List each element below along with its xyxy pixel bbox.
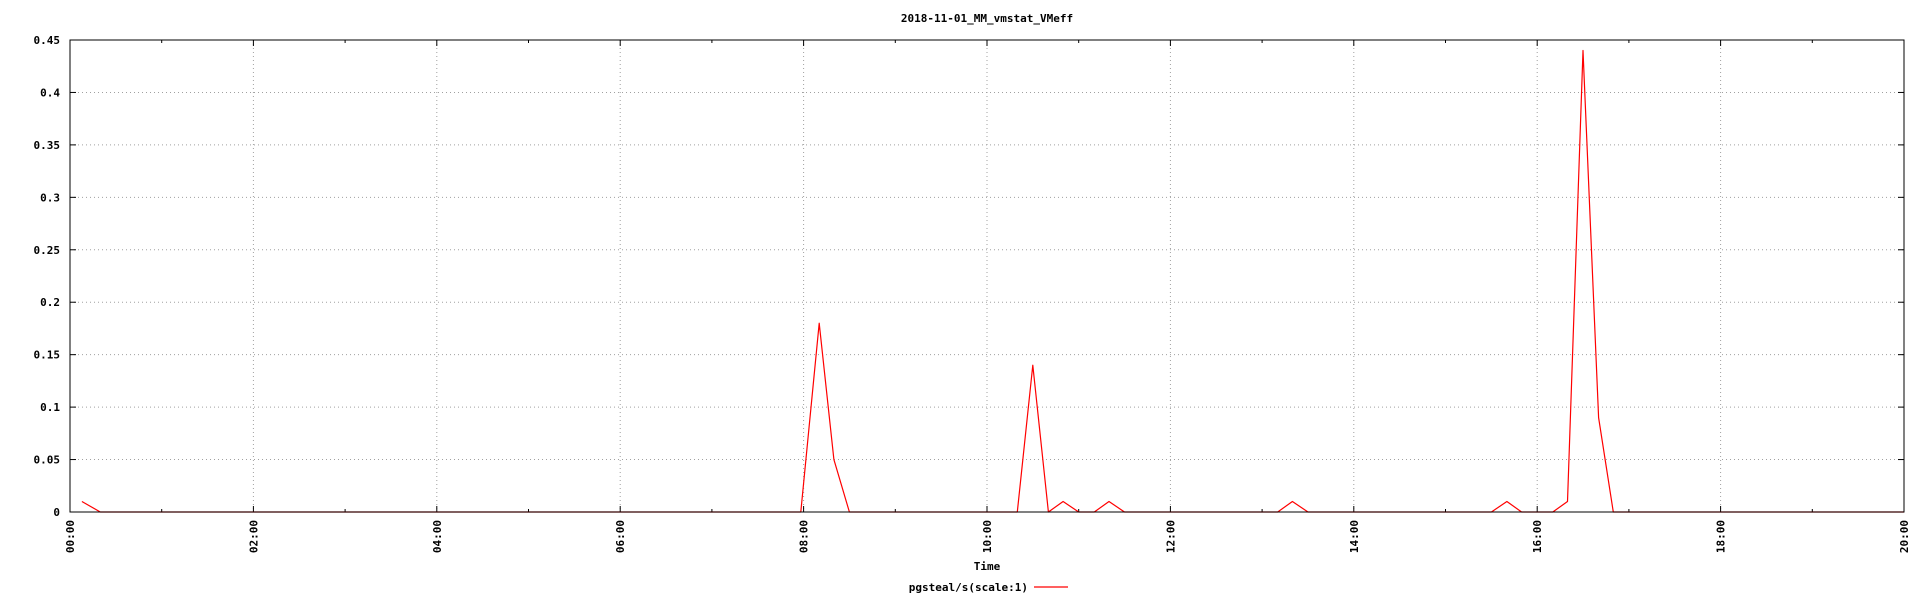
x-tick-label: 18:00: [1715, 520, 1728, 553]
x-tick-label: 06:00: [614, 520, 627, 553]
x-tick-label: 12:00: [1164, 520, 1177, 553]
x-tick-label: 10:00: [981, 520, 994, 553]
series-layer: [81, 49, 1904, 513]
y-tick-label: 0.05: [34, 454, 61, 467]
y-tick-label: 0.3: [40, 191, 60, 204]
legend-label: pgsteal/s(scale:1): [909, 581, 1028, 594]
x-tick-label: 02:00: [247, 520, 260, 553]
x-tick-label: 14:00: [1348, 520, 1361, 553]
x-axis-label: Time: [974, 560, 1001, 573]
legend: pgsteal/s(scale:1): [909, 581, 1068, 594]
x-tick-label: 00:00: [64, 520, 77, 553]
x-tick-label: 20:00: [1898, 520, 1911, 553]
grid-lines: [70, 40, 1904, 512]
y-tick-label: 0.35: [34, 139, 61, 152]
y-tick-label: 0: [53, 506, 60, 519]
x-axis: 00:00 02:00 04:00 06:00 08:00 10:00 12:00 14:00…: [64, 40, 1911, 553]
y-tick-label: 0.2: [40, 296, 60, 309]
x-tick-label: 16:00: [1531, 520, 1544, 553]
y-tick-label: 0.1: [40, 401, 60, 414]
y-tick-label: 0.15: [34, 349, 61, 362]
y-axis: 0 0.05 0.1 0.15 0.2 0.25 0.3 0.35 0.4 0.45: [34, 34, 1904, 519]
series-line-0: [81, 49, 1904, 513]
x-tick-label: 04:00: [431, 520, 444, 553]
y-tick-label: 0.25: [34, 244, 61, 257]
y-tick-label: 0.45: [34, 34, 61, 47]
x-tick-label: 08:00: [798, 520, 811, 553]
plot-frame: [69, 39, 1905, 513]
chart-title: 2018-11-01_MM_vmstat_VMeff: [901, 12, 1073, 25]
y-tick-label: 0.4: [40, 86, 60, 99]
